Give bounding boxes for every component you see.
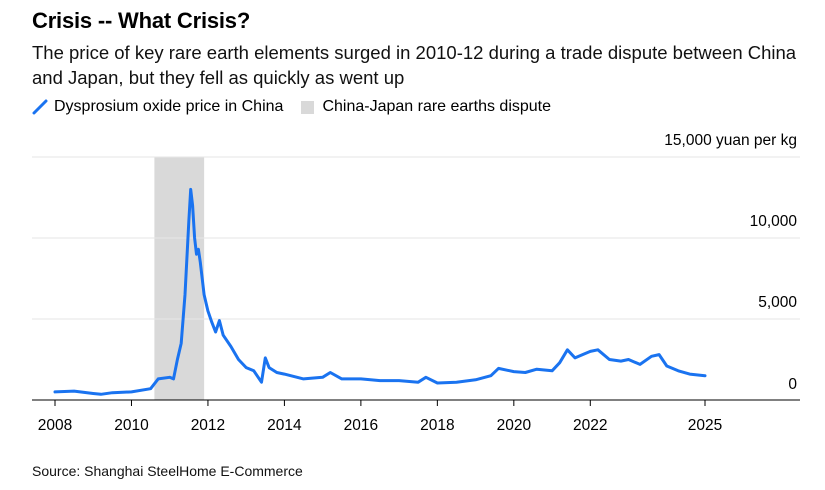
legend-band-label: China-Japan rare earths dispute <box>322 98 552 115</box>
x-tick-label: 2014 <box>267 417 302 434</box>
source-note: Source: Shanghai SteelHome E-Commerce <box>32 463 303 479</box>
legend-series-label: Dysprosium oxide price in China <box>54 98 284 115</box>
y-tick-label: 0 <box>788 376 797 393</box>
y-tick-label-layer: 0 5,000 10,000 15,000 yuan per kg <box>664 132 797 393</box>
x-tick-label: 2020 <box>497 417 532 434</box>
x-tick-label-layer: 2008 2010 2012 2014 2016 2018 2020 2022 2025 <box>38 400 722 434</box>
chart-title: Crisis -- What Crisis? <box>32 8 251 33</box>
y-tick-label: 10,000 <box>750 213 798 230</box>
band-swatch-icon <box>301 100 315 114</box>
x-tick-label: 2010 <box>114 417 149 434</box>
y-tick-label: 5,000 <box>758 294 797 311</box>
legend-item-band: China-Japan rare earths dispute <box>301 98 551 116</box>
legend-item-series: Dysprosium oxide price in China <box>32 98 283 116</box>
x-tick-label: 2022 <box>573 417 607 434</box>
x-tick-label: 2018 <box>420 417 454 434</box>
line-swatch-icon <box>32 99 48 115</box>
dispute-band-layer <box>154 157 205 400</box>
series-line <box>53 187 707 396</box>
legend: Dysprosium oxide price in China China-Ja… <box>32 98 569 116</box>
dispute-band <box>154 157 205 400</box>
y-tick-label: 15,000 yuan per kg <box>664 132 797 149</box>
series-line-layer <box>53 187 707 396</box>
x-tick-label: 2008 <box>38 417 72 434</box>
x-tick-label: 2025 <box>688 417 722 434</box>
x-tick-label: 2012 <box>191 417 225 434</box>
grid-layer <box>32 156 800 320</box>
x-tick-label: 2016 <box>344 417 378 434</box>
chart-subtitle: The price of key rare earth elements sur… <box>32 42 797 88</box>
